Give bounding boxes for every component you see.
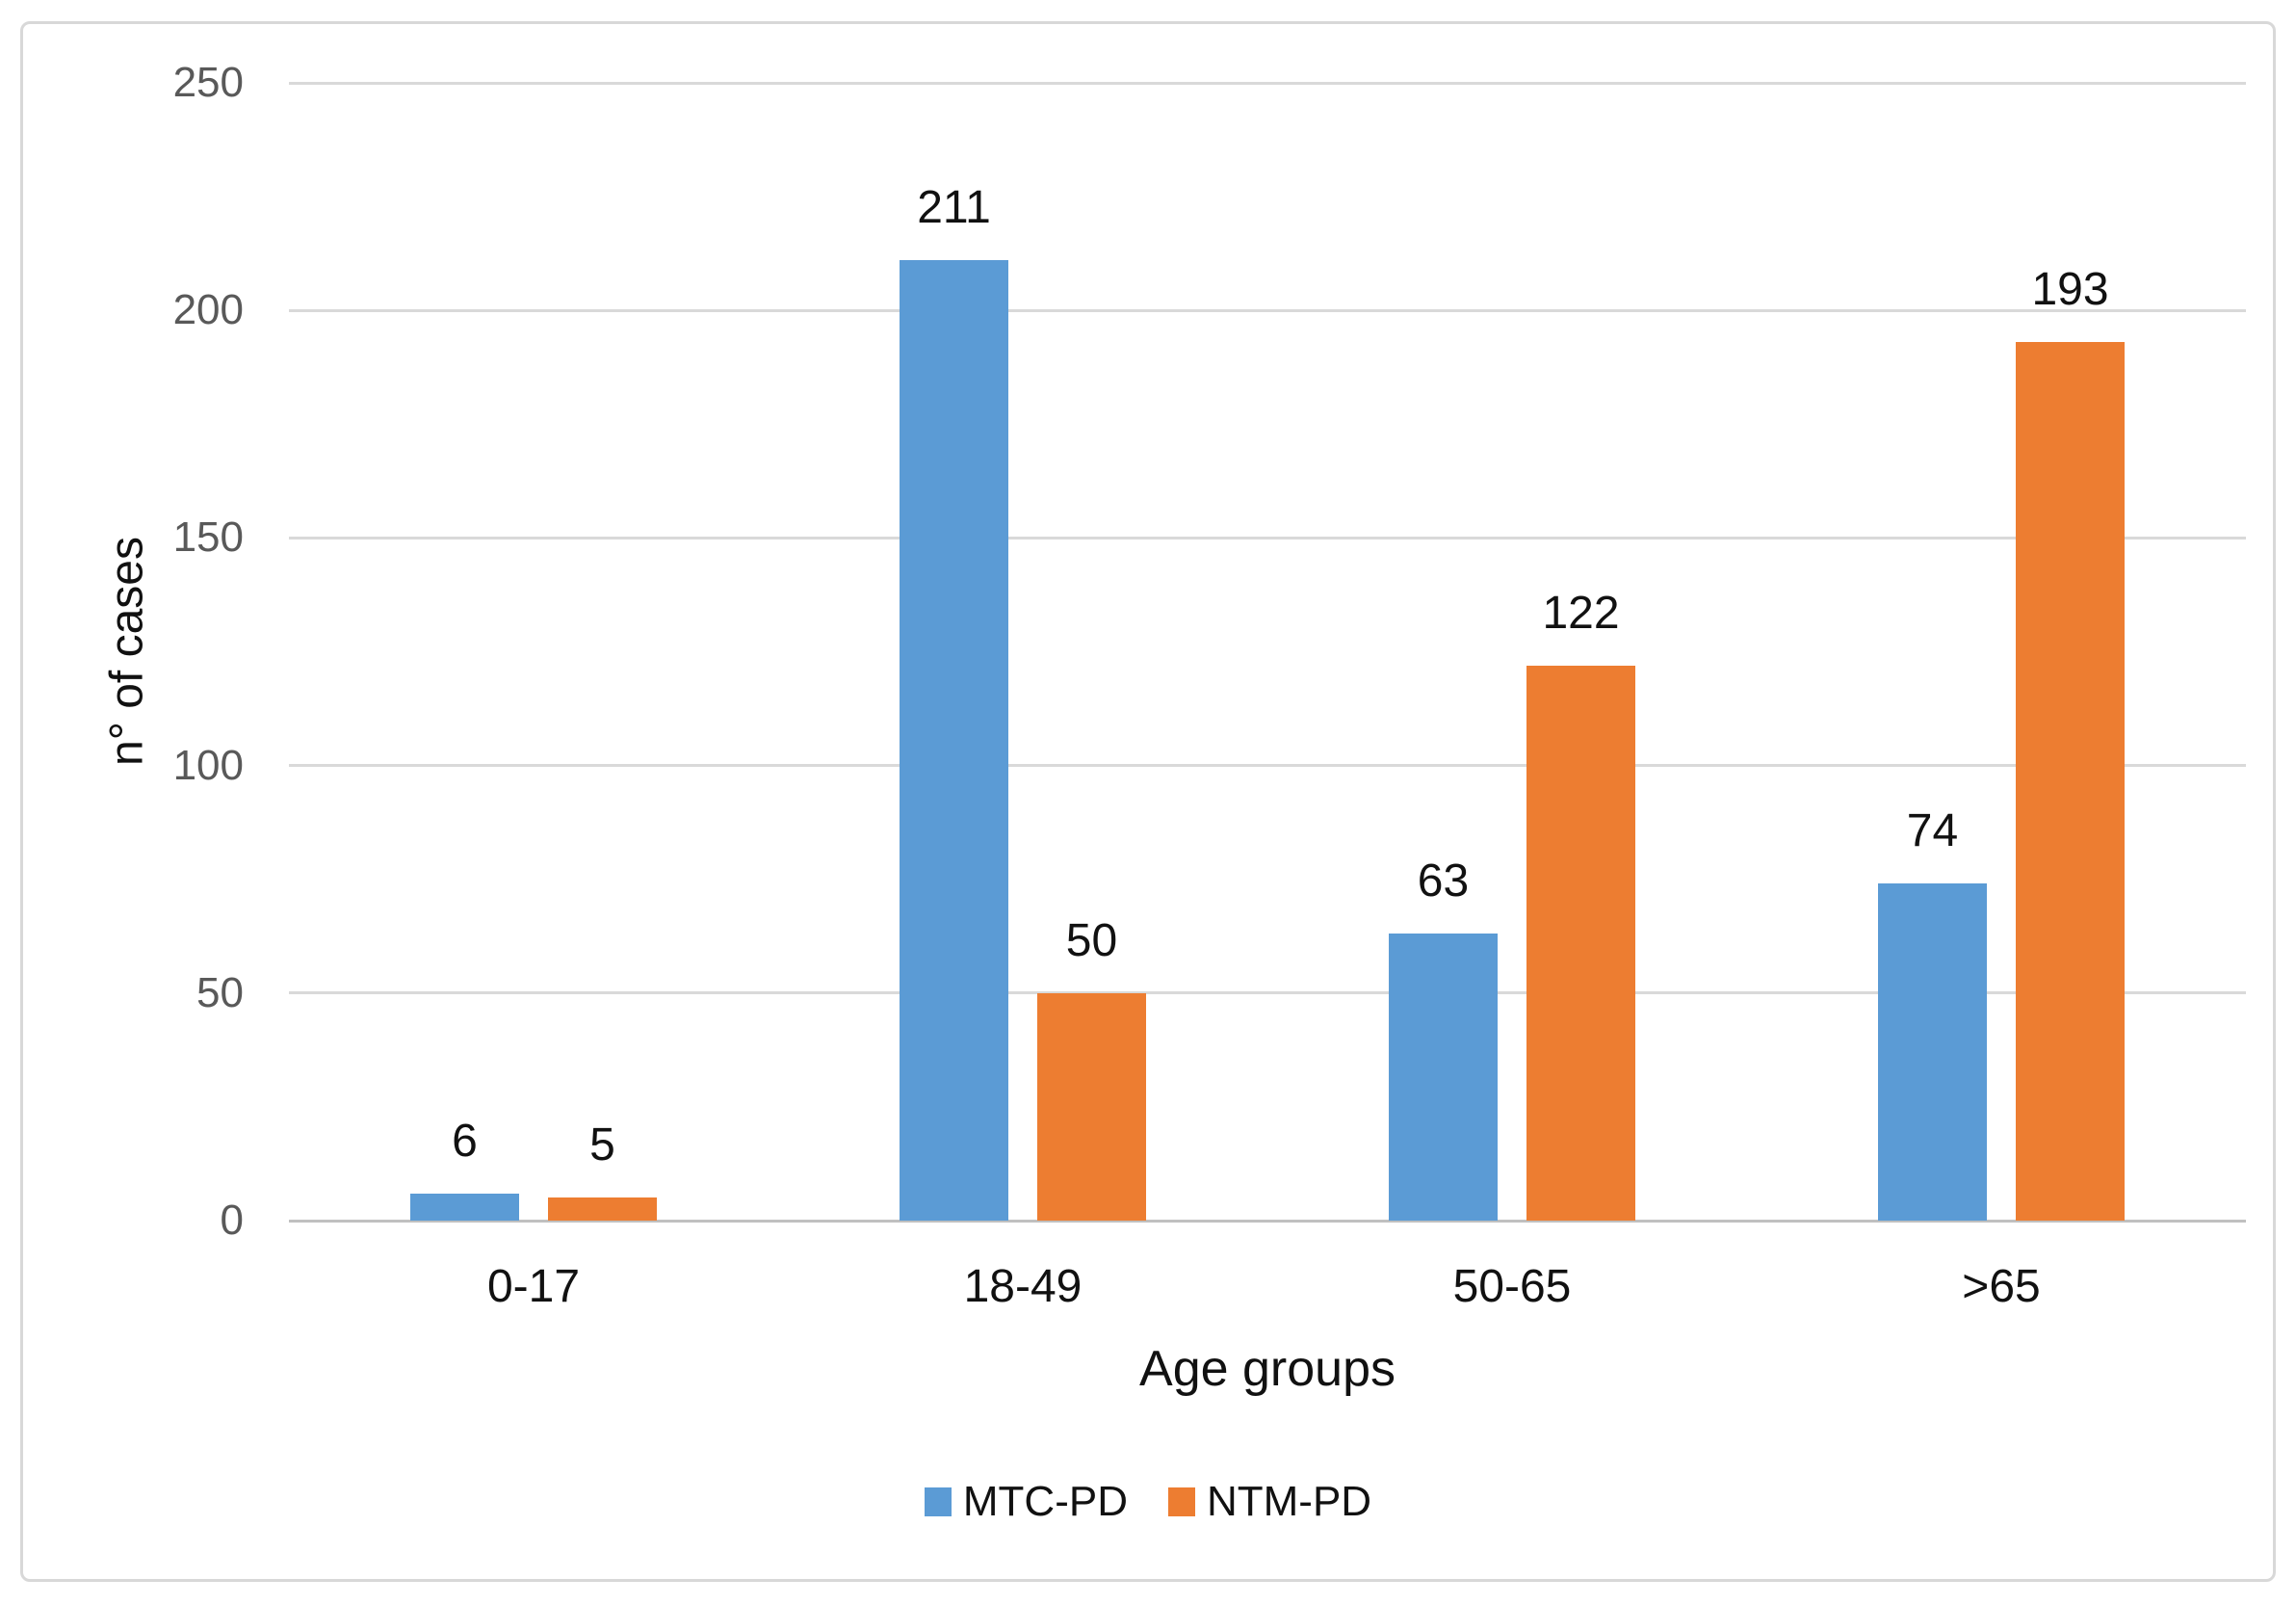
y-tick-label: 200 [172,286,244,334]
bar-value-label: 63 [1417,855,1470,908]
x-category-label: >65 [1962,1261,2041,1312]
bar-rect [2016,342,2125,1221]
bar-rect [1037,992,1146,1221]
legend: MTC-PD NTM-PD [20,1481,2276,1523]
bar-rect [1526,665,1635,1221]
bar-value-label: 74 [1906,805,1959,857]
legend-item: NTM-PD [1168,1481,1371,1523]
bar: 6 [410,1118,519,1221]
y-tick-label: 150 [172,513,244,562]
gridline [289,536,2246,539]
category-group: 63 122 [1267,83,1757,1221]
bar-value-label: 193 [2031,264,2109,316]
bar-rect [1878,883,1987,1221]
y-tick-label: 0 [220,1197,244,1244]
x-category-labels: 0-17 18-49 50-65 >65 [289,1260,2246,1313]
legend-label: NTM-PD [1207,1478,1372,1525]
bar: 122 [1526,590,1635,1221]
legend-swatch [1168,1487,1195,1516]
bar-value-label: 6 [452,1115,478,1167]
category-group: 74 193 [1757,83,2246,1221]
bar-rect [1389,934,1498,1221]
category-group: 211 50 [778,83,1267,1221]
bar-value-label: 5 [589,1119,615,1171]
bar-rect [410,1193,519,1221]
bar-rect [548,1197,657,1221]
y-tick-label: 100 [172,741,244,789]
y-tick-label: 250 [172,59,244,106]
x-axis-line [289,1219,2246,1223]
legend-item: MTC-PD [924,1478,1128,1525]
legend-label: MTC-PD [962,1478,1128,1525]
x-category-label: 0-17 [486,1261,581,1312]
bar: 211 [900,185,1008,1221]
gridline [289,81,2246,85]
x-category-label: 18-49 [963,1261,1083,1312]
y-tick-label: 50 [196,968,244,1016]
bar-value-label: 122 [1542,587,1620,639]
bar: 74 [1878,808,1987,1221]
bar-value-label: 211 [917,182,991,234]
plot-area: 6 5 211 50 63 122 74 193 [289,81,2246,1223]
gridline [289,308,2246,312]
x-category-label: 50-65 [1452,1261,1572,1312]
legend-swatch [924,1487,952,1516]
bar: 5 [548,1122,657,1221]
bar: 50 [1037,917,1146,1221]
bar: 193 [2016,267,2125,1221]
bar: 63 [1389,858,1498,1221]
chart-figure: n° of cases 6 5 211 50 63 122 74 193 0-17 18-49 5… [20,21,2276,1582]
bar-rect [900,260,1008,1221]
x-axis-title: Age groups [1139,1341,1396,1397]
bar-value-label: 50 [1065,914,1118,966]
bar-groups: 6 5 211 50 63 122 74 193 [289,83,2246,1221]
gridline [289,764,2246,768]
gridline [289,991,2246,995]
y-axis-title: n° of cases [101,537,153,766]
